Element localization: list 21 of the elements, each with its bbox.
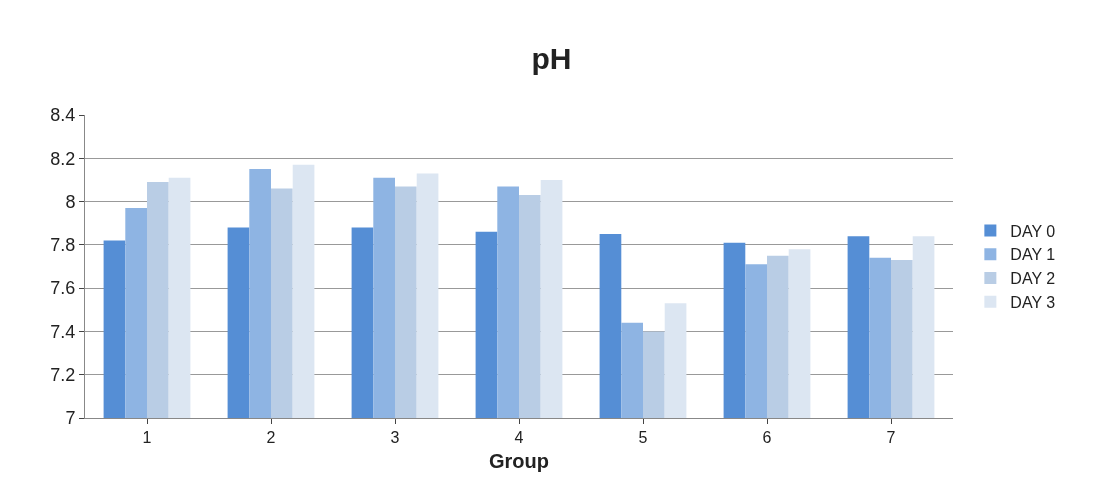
y-tick-label: 7 bbox=[65, 408, 76, 429]
y-tick-label: 7.8 bbox=[50, 235, 76, 256]
y-tick-label: 7.6 bbox=[50, 278, 76, 299]
y-tick-label: 7.2 bbox=[50, 365, 76, 386]
y-tick-label: 7.4 bbox=[50, 321, 76, 342]
x-tick-label: 6 bbox=[762, 429, 772, 447]
x-tick-label: 7 bbox=[886, 429, 896, 447]
y-tick-label: 8 bbox=[65, 191, 76, 212]
legend-label: DAY 1 bbox=[1010, 246, 1056, 264]
x-tick-label: 1 bbox=[142, 429, 152, 447]
x-axis-title: Group bbox=[489, 449, 549, 472]
x-tick-label: 2 bbox=[266, 429, 276, 447]
x-tick-label: 3 bbox=[390, 429, 400, 447]
x-tick-label: 4 bbox=[514, 429, 524, 447]
y-tick-label: 8.2 bbox=[50, 148, 76, 169]
legend-label: DAY 0 bbox=[1010, 222, 1056, 240]
legend-label: DAY 3 bbox=[1010, 294, 1056, 312]
legend-label: DAY 2 bbox=[1010, 270, 1056, 288]
y-tick-label: 8.4 bbox=[50, 105, 76, 126]
x-tick-label: 5 bbox=[638, 429, 648, 447]
chart-title: pH bbox=[531, 42, 572, 75]
